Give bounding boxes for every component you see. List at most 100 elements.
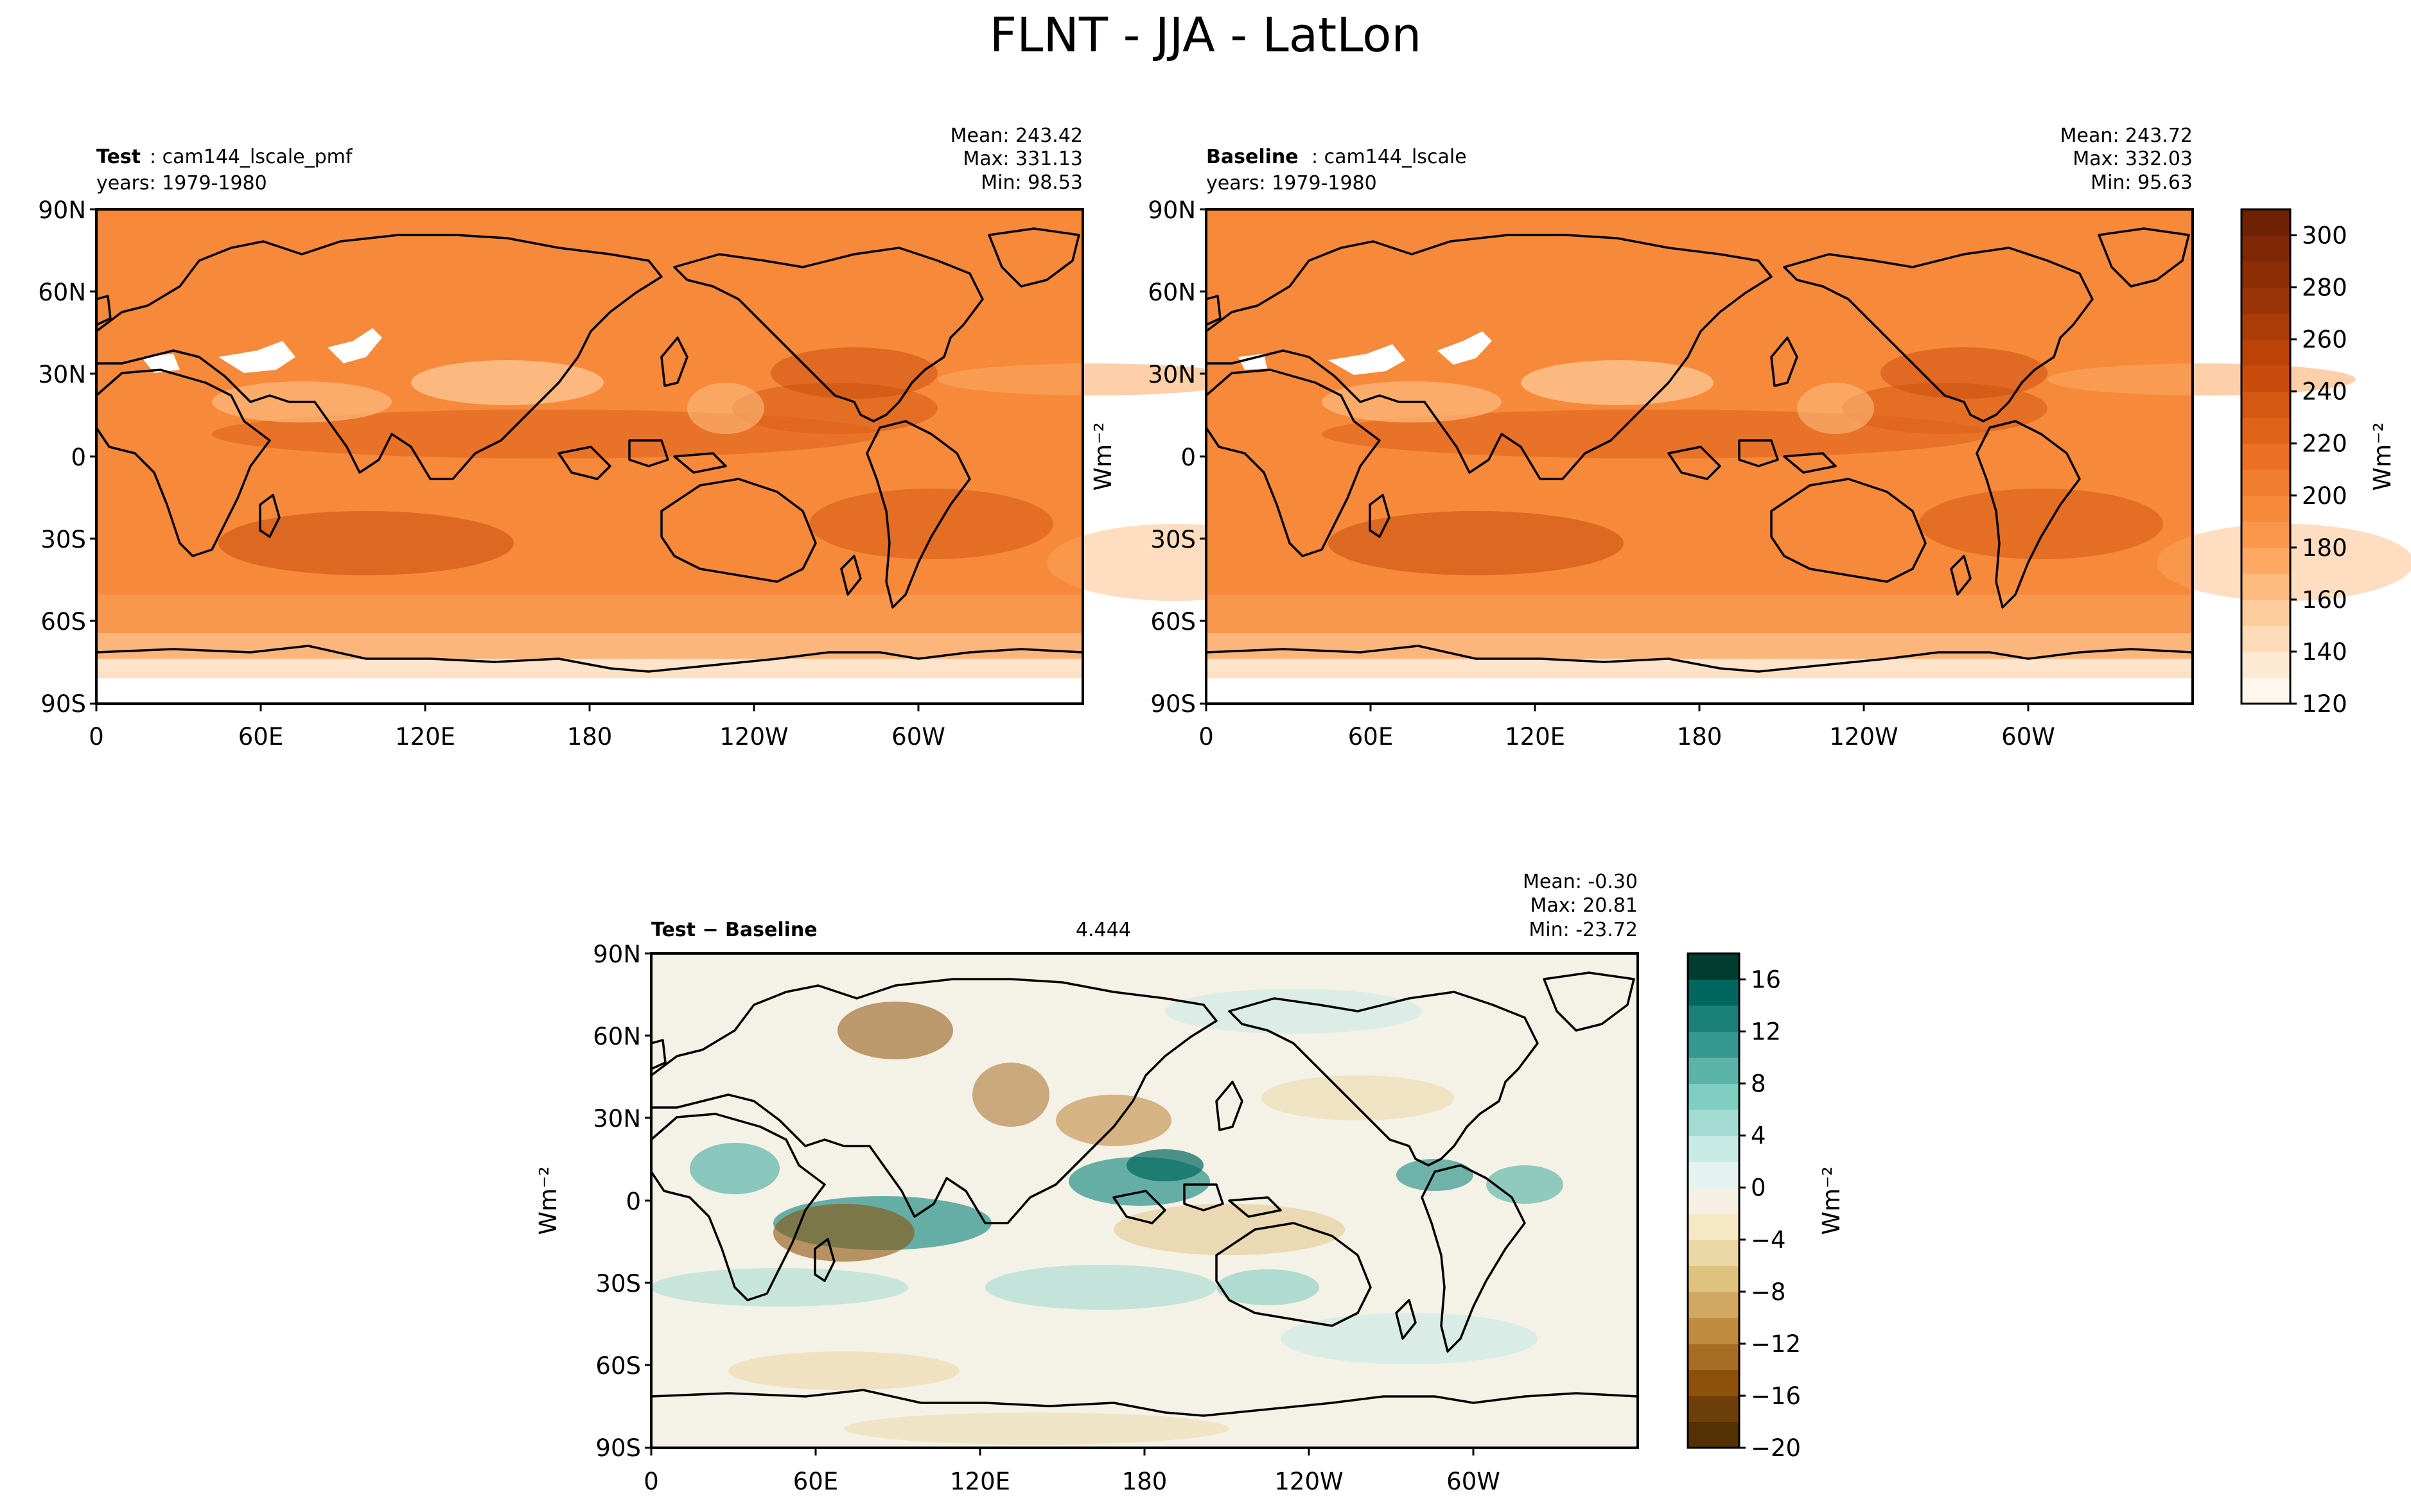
diff-stat-mean: Mean: -0.30: [1523, 871, 1638, 893]
baseline-panel: Baseline : cam144_lscale years: 1979-198…: [1089, 125, 2411, 751]
colorbar-main-tick-label-9: 300: [2302, 222, 2347, 250]
baseline-xtick-4: 120W: [1829, 723, 1898, 751]
baseline-ylabel: Wm⁻²: [1089, 422, 1117, 491]
colorbar-main-swatch-12: [2241, 365, 2290, 392]
test-ytick-6: 90S: [40, 690, 86, 718]
diff-xtick-1: 60E: [793, 1468, 838, 1495]
colorbar-main-tick-label-6: 240: [2302, 378, 2347, 406]
baseline-xtick-0: 0: [1198, 723, 1214, 751]
colorbar-diff-tick-label-0: −20: [1751, 1434, 1801, 1462]
test-stat-mean: Mean: 243.42: [951, 125, 1083, 147]
baseline-tick-marks: [1200, 208, 2030, 711]
test-label-bold: Test: [96, 146, 141, 168]
baseline-x-tick-labels: 0 60E 120E 180 120W 60W: [1198, 723, 2055, 751]
colorbar-main-swatch-16: [2241, 261, 2290, 288]
colorbar-main-tick-label-0: 120: [2302, 690, 2347, 718]
colorbar-main-swatch-5: [2241, 547, 2290, 574]
baseline-stat-min: Min: 95.63: [2091, 171, 2193, 194]
colorbar-main-tick-label-5: 220: [2302, 430, 2347, 458]
test-ytick-3: 0: [71, 444, 86, 471]
baseline-missing-patch: [1238, 331, 1492, 375]
colorbar-diff-tick-label-5: 0: [1751, 1174, 1766, 1202]
baseline-label-rest: : cam144_lscale: [1311, 146, 1467, 168]
colorbar-diff-swatch-1: [1688, 1395, 1739, 1422]
colorbar-diff-swatch-16: [1688, 1005, 1739, 1032]
baseline-ytick-1: 60N: [1148, 279, 1196, 306]
colorbar-diff-swatch-9: [1688, 1187, 1739, 1214]
colorbar-main-swatch-14: [2241, 313, 2290, 340]
colorbar-main-swatch-4: [2241, 573, 2290, 600]
colorbar-main-swatch-13: [2241, 339, 2290, 366]
colorbar-main-swatch-10: [2241, 417, 2290, 444]
colorbar-diff-tick-label-4: −4: [1751, 1226, 1786, 1254]
baseline-ytick-6: 90S: [1150, 690, 1196, 718]
figure-title: FLNT - JJA - LatLon: [990, 8, 1422, 63]
test-ytick-4: 30S: [40, 526, 86, 553]
colorbar-main-swatch-0: [2241, 677, 2290, 704]
colorbar-main-swatch-9: [2241, 443, 2290, 470]
test-xtick-3: 180: [567, 723, 613, 751]
diff-x-tick-labels: 0 60E 120E 180 120W 60W: [644, 1468, 1500, 1495]
baseline-ytick-5: 60S: [1150, 608, 1196, 636]
test-xtick-0: 0: [89, 723, 104, 751]
colorbar-diff-swatch-0: [1688, 1421, 1739, 1448]
baseline-ytick-4: 30S: [1150, 526, 1196, 553]
colorbar-diff: −20 −16 −12 −8 −4 0 4 8 12 16 Wm⁻²: [1687, 952, 1845, 1462]
colorbar-main-tick-label-2: 160: [2302, 586, 2347, 614]
colorbar-main-frame: [2240, 208, 2292, 705]
test-xtick-2: 120E: [395, 723, 455, 751]
diff-label-bold: Test − Baseline: [651, 919, 818, 941]
colorbar-main-swatch-18: [2241, 209, 2290, 236]
colorbar-diff-swatches: [1688, 953, 1739, 1448]
test-tick-marks: [90, 208, 920, 711]
diff-ytick-0: 90N: [593, 941, 641, 968]
colorbar-main-tick-label-8: 280: [2302, 274, 2347, 302]
diff-ytick-2: 30N: [593, 1105, 641, 1133]
colorbar-diff-swatch-3: [1688, 1343, 1739, 1370]
colorbar-diff-swatch-5: [1688, 1291, 1739, 1318]
colorbar-diff-frame: [1687, 952, 1740, 1449]
colorbar-diff-swatch-18: [1688, 953, 1739, 980]
colorbar-diff-tick-label-2: −12: [1751, 1330, 1801, 1358]
colorbar-diff-swatch-13: [1688, 1083, 1739, 1110]
test-ytick-5: 60S: [40, 608, 86, 636]
colorbar-diff-swatch-11: [1688, 1135, 1739, 1162]
test-label-rest: : cam144_lscale_pmf: [150, 146, 353, 168]
colorbar-main-swatch-6: [2241, 521, 2290, 548]
colorbar-diff-swatch-10: [1688, 1161, 1739, 1188]
test-ytick-1: 60N: [38, 279, 86, 306]
colorbar-main-swatch-7: [2241, 495, 2290, 522]
diff-ytick-4: 30S: [595, 1270, 641, 1298]
baseline-stat-mean: Mean: 243.72: [2060, 125, 2193, 147]
test-xtick-4: 120W: [719, 723, 788, 751]
colorbar-main-tick-label-4: 200: [2302, 482, 2347, 510]
colorbar-main-ticks: 120 140 160 180 200 220 240 260 280 300: [2290, 222, 2347, 718]
baseline-y-tick-labels: 90N 60N 30N 0 30S 60S 90S: [1148, 196, 1196, 718]
diff-rmse: 4.444: [1076, 919, 1131, 941]
baseline-xtick-3: 180: [1677, 723, 1723, 751]
diff-xtick-5: 60W: [1446, 1468, 1500, 1495]
diff-stat-max: Max: 20.81: [1530, 894, 1638, 917]
diff-stat-min: Min: -23.72: [1529, 919, 1638, 941]
baseline-xtick-1: 60E: [1348, 723, 1393, 751]
colorbar-main-swatch-11: [2241, 391, 2290, 418]
baseline-stat-max: Max: 332.03: [2073, 148, 2193, 170]
baseline-xtick-2: 120E: [1505, 723, 1565, 751]
colorbar-diff-tick-label-3: −8: [1751, 1278, 1786, 1306]
colorbar-diff-swatch-14: [1688, 1057, 1739, 1084]
colorbar-diff-swatch-4: [1688, 1317, 1739, 1344]
colorbar-diff-ticks: −20 −16 −12 −8 −4 0 4 8 12 16: [1739, 966, 1801, 1462]
test-stat-min: Min: 98.53: [981, 171, 1083, 194]
colorbar-diff-swatch-15: [1688, 1031, 1739, 1058]
baseline-ytick-0: 90N: [1148, 196, 1196, 224]
colorbar-diff-tick-label-1: −16: [1751, 1382, 1801, 1410]
colorbar-main-swatch-8: [2241, 469, 2290, 496]
colorbar-diff-tick-label-8: 12: [1751, 1018, 1781, 1046]
diff-ytick-5: 60S: [595, 1352, 641, 1380]
diff-xtick-0: 0: [644, 1468, 659, 1495]
colorbar-main: 120 140 160 180 200 220 240 260 280 300 Wm⁻²: [2240, 208, 2396, 718]
test-x-tick-labels: 0 60E 120E 180 120W 60W: [89, 723, 945, 751]
colorbar-main-tick-label-1: 140: [2302, 638, 2347, 666]
test-xtick-1: 60E: [238, 723, 283, 751]
